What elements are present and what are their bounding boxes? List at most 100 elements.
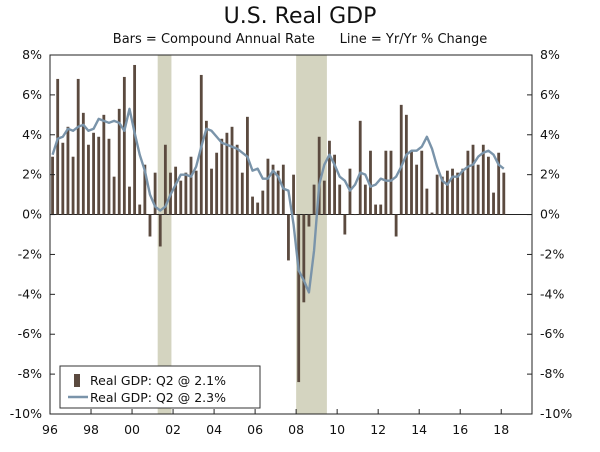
bar-35 bbox=[230, 126, 234, 215]
bar-77 bbox=[445, 170, 449, 215]
bar-36 bbox=[235, 144, 239, 215]
ytick-label-left-4: 0% bbox=[22, 207, 42, 222]
bar-31 bbox=[210, 168, 213, 215]
bar-37 bbox=[240, 172, 244, 215]
bar-15 bbox=[128, 186, 131, 215]
bar-68 bbox=[399, 104, 403, 215]
bar-83 bbox=[476, 164, 480, 215]
bar-88 bbox=[502, 172, 506, 215]
bar-11 bbox=[107, 138, 111, 215]
bar-67 bbox=[394, 214, 398, 237]
bar-53 bbox=[322, 180, 326, 215]
bar-50 bbox=[307, 214, 311, 227]
bar-47 bbox=[292, 174, 295, 215]
bar-56 bbox=[338, 184, 342, 215]
bar-61 bbox=[363, 184, 367, 215]
xtick-label-0: 96 bbox=[42, 422, 58, 437]
yoy-line bbox=[51, 107, 505, 294]
xtick-label-10: 16 bbox=[452, 422, 468, 437]
bar-70 bbox=[410, 150, 413, 215]
bar-60 bbox=[358, 120, 362, 215]
bar-33 bbox=[220, 138, 224, 215]
bar-1 bbox=[56, 78, 60, 215]
bar-75 bbox=[435, 174, 439, 215]
xtick-label-11: 18 bbox=[493, 422, 509, 437]
xtick-label-7: 10 bbox=[329, 422, 345, 437]
bar-43 bbox=[271, 164, 275, 215]
bar-19 bbox=[148, 214, 152, 237]
ytick-label-left-1: 6% bbox=[22, 87, 42, 102]
bar-26 bbox=[184, 172, 188, 215]
bar-51 bbox=[312, 184, 316, 215]
legend-label-bars: Real GDP: Q2 @ 2.1% bbox=[90, 373, 226, 388]
bar-39 bbox=[251, 196, 254, 215]
ytick-label-left-8: -8% bbox=[18, 366, 42, 381]
bar-44 bbox=[276, 170, 280, 215]
bar-3 bbox=[66, 126, 70, 215]
bar-69 bbox=[404, 114, 408, 215]
recession-shade-1 bbox=[296, 55, 327, 414]
bar-71 bbox=[415, 164, 419, 215]
bar-64 bbox=[379, 204, 383, 215]
ytick-label-left-5: -2% bbox=[18, 246, 42, 261]
legend-label-line: Real GDP: Q2 @ 2.3% bbox=[90, 390, 226, 405]
bar-62 bbox=[369, 150, 372, 215]
bar-14 bbox=[122, 76, 126, 215]
bar-46 bbox=[287, 214, 290, 261]
ytick-label-right-8: -8% bbox=[540, 366, 564, 381]
legend-bar-swatch bbox=[74, 374, 80, 387]
bar-74 bbox=[430, 212, 434, 215]
legend-box bbox=[59, 365, 261, 409]
bar-52 bbox=[317, 136, 321, 215]
bar-40 bbox=[256, 202, 260, 215]
ytick-label-right-0: 8% bbox=[540, 47, 560, 62]
bar-42 bbox=[266, 158, 270, 215]
bar-57 bbox=[343, 214, 347, 235]
bar-78 bbox=[451, 168, 454, 215]
bar-17 bbox=[138, 204, 142, 215]
bar-16 bbox=[133, 64, 137, 215]
ytick-label-left-9: -10% bbox=[10, 406, 42, 421]
bar-66 bbox=[389, 150, 393, 215]
bar-10 bbox=[102, 114, 106, 215]
plot-frame bbox=[49, 54, 533, 415]
bar-22 bbox=[163, 144, 167, 215]
bar-80 bbox=[461, 168, 465, 215]
ytick-label-left-6: -4% bbox=[18, 286, 42, 301]
bar-21 bbox=[158, 214, 162, 247]
bar-30 bbox=[204, 120, 208, 215]
ytick-label-right-3: 2% bbox=[540, 167, 560, 182]
chart-title: U.S. Real GDP bbox=[223, 4, 377, 29]
bar-38 bbox=[246, 116, 249, 215]
bar-55 bbox=[333, 154, 336, 215]
bar-4 bbox=[71, 156, 75, 215]
bar-86 bbox=[492, 192, 495, 215]
bar-2 bbox=[61, 142, 65, 215]
xtick-label-3: 02 bbox=[165, 422, 181, 437]
bar-82 bbox=[471, 144, 475, 215]
bar-13 bbox=[117, 108, 121, 215]
bar-12 bbox=[112, 176, 116, 215]
ytick-label-left-7: -6% bbox=[18, 326, 42, 341]
ytick-label-right-5: -2% bbox=[540, 246, 564, 261]
ytick-label-right-6: -4% bbox=[540, 286, 564, 301]
bar-85 bbox=[487, 156, 490, 215]
bar-76 bbox=[440, 176, 444, 215]
xtick-label-1: 98 bbox=[83, 422, 99, 437]
bar-79 bbox=[456, 172, 460, 215]
bar-73 bbox=[425, 188, 429, 215]
ytick-label-right-4: 0% bbox=[540, 207, 560, 222]
bar-7 bbox=[87, 144, 90, 215]
bar-18 bbox=[143, 164, 147, 215]
ytick-label-right-9: -10% bbox=[540, 406, 572, 421]
ytick-label-right-7: -6% bbox=[540, 326, 564, 341]
bar-81 bbox=[466, 150, 470, 215]
bar-49 bbox=[302, 214, 306, 303]
bar-5 bbox=[76, 78, 80, 215]
xtick-label-6: 08 bbox=[288, 422, 304, 437]
bar-24 bbox=[174, 166, 178, 215]
bar-28 bbox=[194, 170, 198, 215]
bar-34 bbox=[225, 132, 229, 215]
